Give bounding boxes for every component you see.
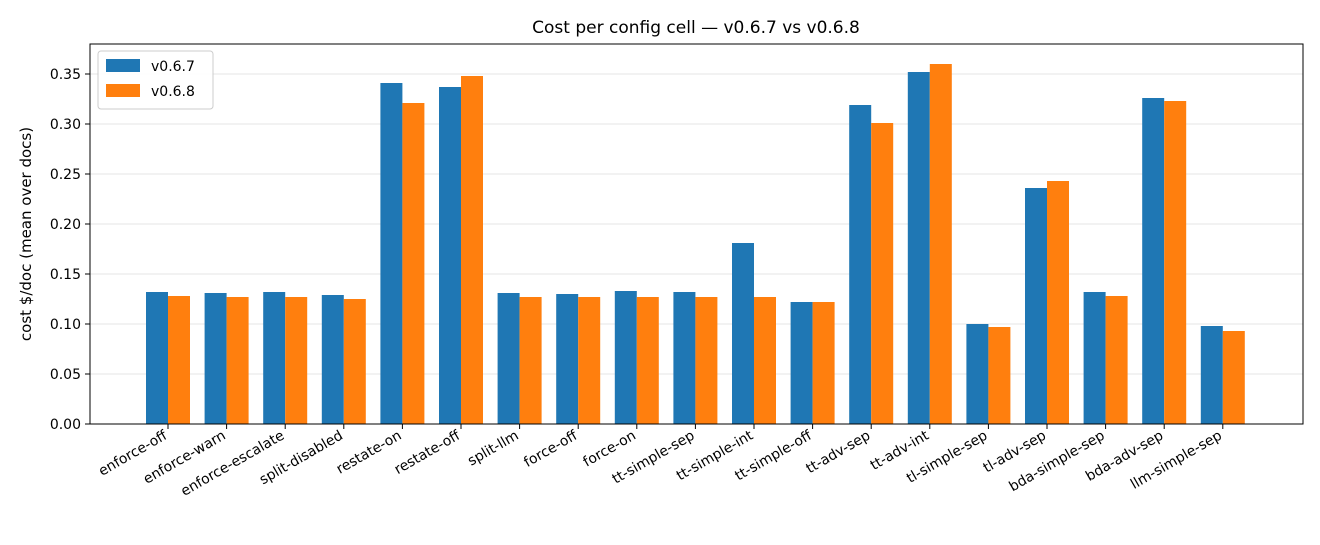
bar-v068-tt-adv-int bbox=[929, 64, 952, 424]
y-tick-label: 0.10 bbox=[50, 317, 81, 333]
bars bbox=[146, 64, 1245, 424]
x-tick-label: tt-adv-sep bbox=[803, 428, 873, 478]
legend-label: v0.6.7 bbox=[151, 59, 195, 75]
bar-v068-restate-on bbox=[402, 103, 425, 424]
y-tick-label: 0.15 bbox=[50, 267, 81, 283]
bar-v067-enforce-warn bbox=[204, 293, 227, 424]
bar-v067-tt-adv-int bbox=[907, 72, 930, 424]
x-tick-label: restate-off bbox=[392, 427, 464, 478]
bar-v068-bda-simple-sep bbox=[1105, 296, 1128, 424]
x-tick-label: enforce-escalate bbox=[178, 428, 287, 500]
bar-v067-tl-adv-sep bbox=[1025, 188, 1047, 424]
bar-v068-tt-adv-sep bbox=[871, 123, 894, 424]
bar-v067-tt-simple-int bbox=[732, 243, 754, 424]
bar-v067-tt-adv-sep bbox=[849, 105, 872, 424]
x-tick-label: split-llm bbox=[465, 428, 521, 470]
bar-v068-enforce-off bbox=[168, 296, 190, 424]
bar-v067-enforce-off bbox=[146, 292, 168, 424]
bar-v067-bda-adv-sep bbox=[1142, 98, 1165, 424]
axes: 0.00 0.05 0.10 0.15 0.20 0.25 0.30 0.35 enforce-… bbox=[50, 43, 1304, 500]
legend-swatch-v068 bbox=[106, 84, 140, 97]
plot-frame bbox=[89, 43, 1304, 425]
x-tick-label: force-off bbox=[521, 427, 580, 470]
y-tick-label: 0.00 bbox=[50, 417, 81, 433]
bar-v067-restate-off bbox=[439, 87, 461, 424]
bar-v067-force-on bbox=[614, 291, 637, 424]
y-tick-label: 0.35 bbox=[50, 67, 81, 83]
bar-v067-enforce-escalate bbox=[263, 292, 286, 424]
y-tick-label: 0.20 bbox=[50, 217, 81, 233]
y-axis-label: cost $/doc (mean over docs) bbox=[17, 127, 35, 341]
bar-v067-llm-simple-sep bbox=[1200, 326, 1223, 424]
bar-v068-split-llm bbox=[519, 297, 542, 424]
bar-v067-restate-on bbox=[380, 83, 403, 424]
bar-v068-tt-simple-sep bbox=[695, 297, 718, 424]
y-tick-label: 0.05 bbox=[50, 367, 81, 383]
chart-title: Cost per config cell — v0.6.7 vs v0.6.8 bbox=[532, 18, 860, 38]
y-tick-label: 0.30 bbox=[50, 117, 81, 133]
bar-v068-enforce-warn bbox=[226, 297, 249, 424]
bar-v068-force-on bbox=[636, 297, 659, 424]
bar-v068-bda-adv-sep bbox=[1164, 101, 1187, 424]
bar-v068-restate-off bbox=[461, 76, 483, 424]
bar-v068-llm-simple-sep bbox=[1222, 331, 1245, 424]
bar-v067-force-off bbox=[556, 294, 579, 424]
x-tick-label: restate-on bbox=[334, 428, 405, 478]
legend: v0.6.7 v0.6.8 bbox=[97, 50, 214, 110]
bar-v068-tl-adv-sep bbox=[1047, 181, 1069, 424]
bar-v067-tt-simple-off bbox=[790, 302, 813, 424]
bar-v068-split-disabled bbox=[343, 299, 366, 424]
legend-swatch-v067 bbox=[106, 59, 140, 72]
bar-v068-tl-simple-sep bbox=[988, 327, 1011, 424]
bar-v067-bda-simple-sep bbox=[1083, 292, 1106, 424]
bar-v067-split-llm bbox=[497, 293, 520, 424]
bar-v067-split-disabled bbox=[321, 295, 344, 424]
bar-v068-tt-simple-int bbox=[754, 297, 776, 424]
bar-v068-enforce-escalate bbox=[285, 297, 308, 424]
bar-v068-tt-simple-off bbox=[812, 302, 835, 424]
y-tick-label: 0.25 bbox=[50, 167, 81, 183]
bar-v067-tt-simple-sep bbox=[673, 292, 696, 424]
bar-v068-force-off bbox=[578, 297, 601, 424]
legend-label: v0.6.8 bbox=[151, 84, 195, 100]
bar-v067-tl-simple-sep bbox=[966, 324, 989, 424]
